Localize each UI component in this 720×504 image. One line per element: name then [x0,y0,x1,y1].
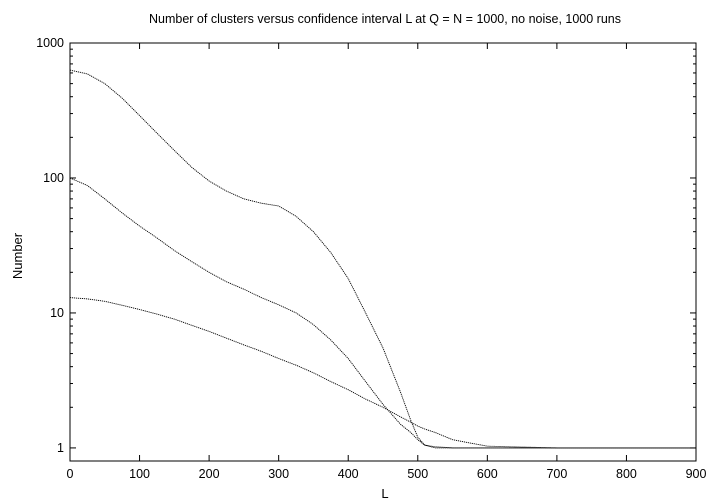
series-line-2 [69,177,696,449]
x-tick-label: 0 [67,467,74,481]
chart-title: Number of clusters versus confidence int… [149,12,621,26]
x-tick-label: 600 [477,467,498,481]
series-line-1 [69,69,696,449]
x-tick-label: 300 [268,467,289,481]
x-tick-label: 800 [616,467,637,481]
y-axis-label: Number [10,232,25,279]
chart-series [69,69,696,449]
x-tick-label: 400 [338,467,359,481]
chart-axes [69,42,697,462]
y-tick-label: 10 [50,306,64,320]
x-axis-label: L [381,486,388,501]
x-tick-label: 700 [546,467,567,481]
x-tick-label: 200 [199,467,220,481]
chart-ticks: 0 100 200 300 400 500 600 700 800 900 1 10 100 1000 [36,36,706,481]
series-line-3 [69,297,696,449]
y-tick-label: 1000 [36,36,64,50]
plot-frame [69,42,697,462]
y-tick-label: 1 [57,441,64,455]
x-tick-label: 500 [407,467,428,481]
x-tick-label: 900 [686,467,707,481]
x-tick-label: 100 [129,467,150,481]
y-tick-label: 100 [43,171,64,185]
